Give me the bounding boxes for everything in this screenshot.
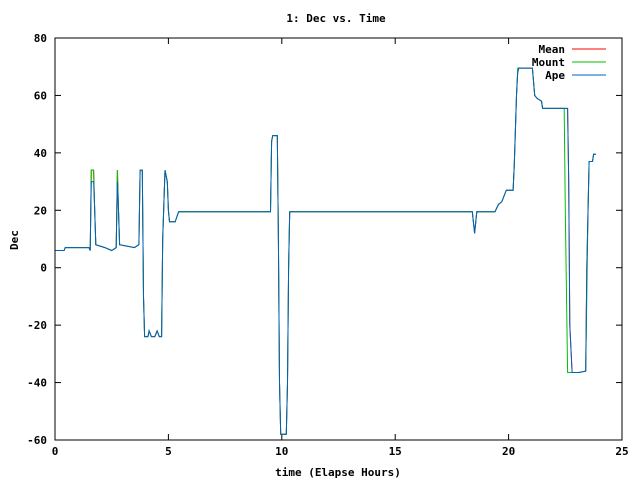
y-tick-label: 60 bbox=[34, 89, 47, 102]
x-tick-label: 5 bbox=[165, 445, 172, 458]
series-line-ape bbox=[55, 67, 596, 435]
legend-label-mean: Mean bbox=[539, 43, 566, 56]
series-line-mount bbox=[55, 67, 596, 435]
legend-label-mount: Mount bbox=[532, 56, 565, 69]
series-line-mean bbox=[55, 67, 596, 435]
x-axis-label: time (Elapse Hours) bbox=[275, 466, 401, 479]
y-tick-label: 20 bbox=[34, 204, 47, 217]
x-tick-label: 0 bbox=[52, 445, 59, 458]
chart-title: 1: Dec vs. Time bbox=[286, 12, 386, 25]
x-tick-label: 20 bbox=[502, 445, 515, 458]
x-tick-label: 15 bbox=[389, 445, 402, 458]
plot-frame bbox=[54, 37, 623, 441]
y-tick-label: 80 bbox=[34, 32, 47, 45]
y-axis-label: Dec bbox=[8, 230, 21, 250]
y-tick-label: 0 bbox=[40, 262, 47, 275]
y-tick-label: 40 bbox=[34, 147, 47, 160]
legend-label-ape: Ape bbox=[545, 69, 565, 82]
axis-ticks: 0 5 10 15 20 25 -60 -40 -20 0 20 40 60 80 bbox=[27, 32, 629, 458]
y-tick-label: -20 bbox=[27, 319, 47, 332]
y-tick-label: -60 bbox=[27, 434, 47, 447]
x-tick-label: 10 bbox=[275, 445, 288, 458]
x-tick-label: 25 bbox=[615, 445, 628, 458]
y-tick-label: -40 bbox=[27, 377, 47, 390]
series-lines bbox=[55, 67, 596, 435]
